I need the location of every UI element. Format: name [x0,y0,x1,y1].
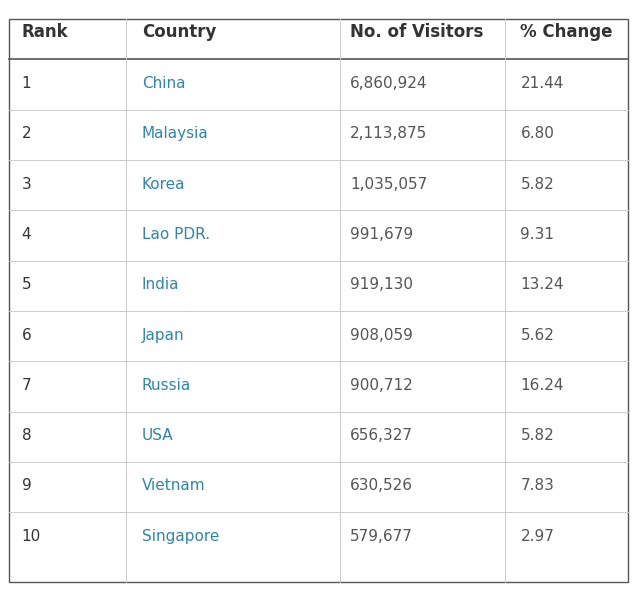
Text: 6.80: 6.80 [520,126,554,141]
Text: 7: 7 [22,378,31,393]
Text: 4: 4 [22,227,31,242]
Text: Malaysia: Malaysia [141,126,209,141]
Text: 9: 9 [22,479,31,493]
Text: 2,113,875: 2,113,875 [350,126,428,141]
Text: 1,035,057: 1,035,057 [350,177,428,191]
Text: % Change: % Change [520,23,613,41]
Text: China: China [141,76,185,91]
Text: Russia: Russia [141,378,191,393]
Text: 919,130: 919,130 [350,277,413,293]
Text: 991,679: 991,679 [350,227,413,242]
Text: 2.97: 2.97 [520,529,554,544]
Text: 13.24: 13.24 [520,277,564,293]
Text: Lao PDR.: Lao PDR. [141,227,210,242]
Text: 3: 3 [22,177,31,191]
Text: 21.44: 21.44 [520,76,564,91]
Text: 5: 5 [22,277,31,293]
Text: No. of Visitors: No. of Visitors [350,23,483,41]
Text: 5.82: 5.82 [520,428,554,443]
Text: 8: 8 [22,428,31,443]
Text: Vietnam: Vietnam [141,479,205,493]
Text: 2: 2 [22,126,31,141]
Text: 5.62: 5.62 [520,327,554,343]
Text: 10: 10 [22,529,41,544]
Text: 9.31: 9.31 [520,227,554,242]
Text: 908,059: 908,059 [350,327,413,343]
Text: 656,327: 656,327 [350,428,413,443]
Text: Japan: Japan [141,327,184,343]
Text: Singapore: Singapore [141,529,219,544]
Text: Country: Country [141,23,216,41]
Text: India: India [141,277,179,293]
Text: Korea: Korea [141,177,185,191]
Text: 900,712: 900,712 [350,378,413,393]
Text: Rank: Rank [22,23,68,41]
Text: 16.24: 16.24 [520,378,564,393]
Text: 6,860,924: 6,860,924 [350,76,428,91]
Text: 5.82: 5.82 [520,177,554,191]
Text: 6: 6 [22,327,31,343]
Text: 630,526: 630,526 [350,479,413,493]
Text: USA: USA [141,428,173,443]
Text: 1: 1 [22,76,31,91]
Text: 7.83: 7.83 [520,479,554,493]
Text: 579,677: 579,677 [350,529,413,544]
